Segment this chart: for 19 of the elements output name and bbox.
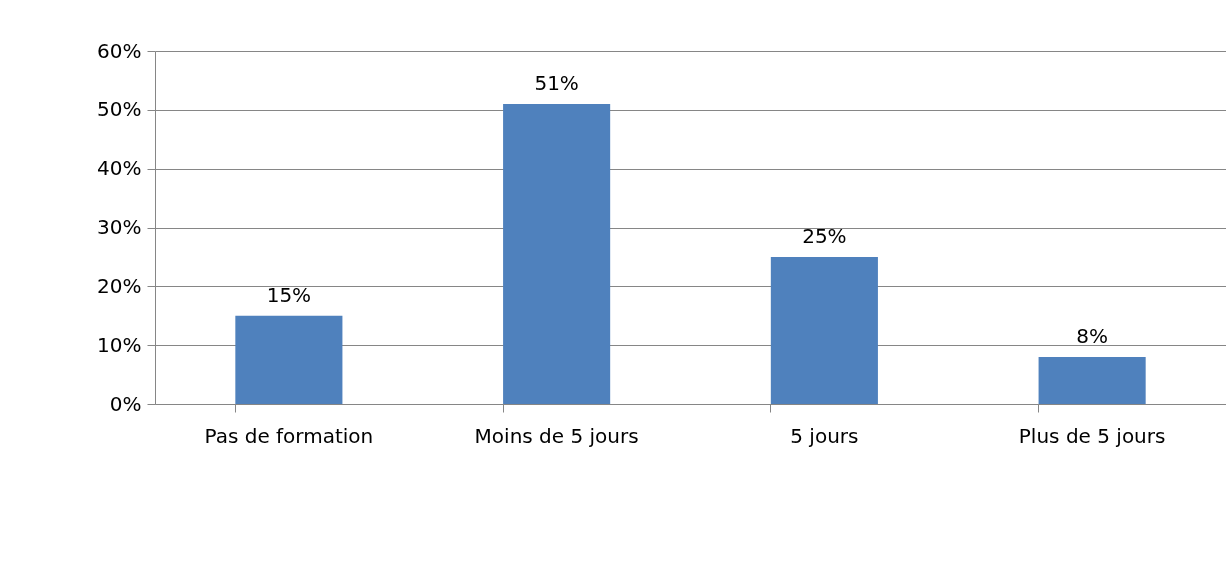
bar [503,103,611,404]
y-tick-label: 60% [97,38,142,63]
y-tick-label: 20% [97,273,142,298]
x-tick-label: Plus de 5 jours [1018,423,1166,448]
x-tick-label: Pas de formation [204,423,374,448]
y-tick-label: 0% [109,391,142,416]
y-tick-label: 30% [97,215,142,239]
data-label: 15% [266,282,312,307]
bar [235,315,343,404]
y-tick-label: 10% [97,332,142,357]
bar [770,256,878,404]
data-label: 8% [1076,323,1108,348]
y-tick-label: 50% [97,97,142,122]
x-tick-label: Moins de 5 jours [474,423,639,448]
x-tick-label: 5 jours [790,423,859,448]
data-label: 25% [802,223,847,248]
data-label: 51% [534,70,579,95]
bar [1038,356,1146,404]
y-tick-label: 40% [97,156,142,181]
